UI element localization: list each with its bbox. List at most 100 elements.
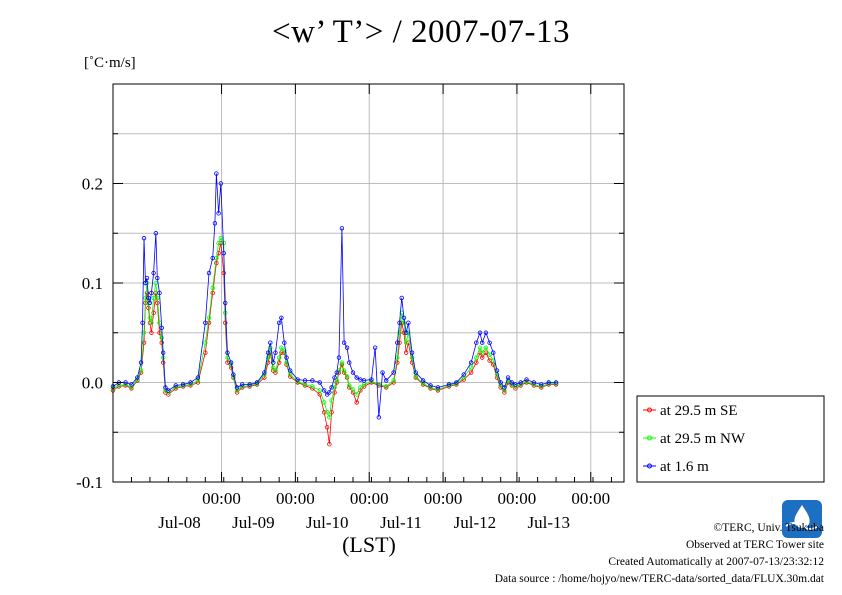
data-point xyxy=(143,295,148,301)
y-tick-label: 0.2 xyxy=(82,175,103,194)
data-point xyxy=(279,315,284,321)
data-point xyxy=(268,345,273,350)
data-point xyxy=(380,370,385,375)
chart-title: <w’ T’> / 2007-07-13 xyxy=(271,14,571,50)
data-point xyxy=(397,330,402,335)
legend-label: at 1.6 m xyxy=(660,459,709,475)
data-point xyxy=(123,380,128,385)
data-point xyxy=(195,378,201,383)
data-point xyxy=(401,320,407,325)
data-point xyxy=(502,388,507,393)
data-point xyxy=(347,383,352,388)
data-point xyxy=(334,378,339,383)
data-point xyxy=(155,295,160,301)
x-tick-date-label: Jul-12 xyxy=(454,513,497,532)
data-point xyxy=(480,355,485,360)
data-point xyxy=(302,378,308,383)
data-point xyxy=(474,360,479,365)
legend-swatch-marker xyxy=(647,463,652,469)
footer-observed: Observed at TERC Tower site xyxy=(685,539,824,551)
data-point xyxy=(403,340,409,345)
terc-logo xyxy=(782,500,822,538)
data-point xyxy=(203,340,208,345)
x-tick-time-label: 00:00 xyxy=(424,489,463,508)
data-point xyxy=(206,270,212,276)
data-point xyxy=(295,377,300,382)
data-point xyxy=(397,340,402,345)
data-point xyxy=(138,360,144,365)
data-point xyxy=(539,382,544,387)
data-point xyxy=(140,320,145,325)
footer-source: Data source : /home/hojyo/new/TERC-data/… xyxy=(494,573,824,585)
y-axis-ticks: -0.1 0.0 0.1 0.2 xyxy=(76,83,624,492)
footer-copyright: ©TERC, Univ. Tsukuba xyxy=(713,522,824,534)
data-point xyxy=(276,320,282,325)
series-line xyxy=(112,173,557,418)
data-point xyxy=(141,236,147,241)
data-point xyxy=(223,320,228,325)
data-point xyxy=(161,350,166,355)
data-point xyxy=(339,360,345,365)
data-point xyxy=(354,375,359,380)
data-point xyxy=(468,370,474,375)
data-point xyxy=(310,384,315,389)
data-point xyxy=(310,378,315,383)
data-point xyxy=(151,270,156,276)
data-point xyxy=(276,355,282,360)
data-point xyxy=(487,340,492,345)
data-point xyxy=(327,390,332,395)
x-tick-time-label: 00:00 xyxy=(350,489,389,508)
data-point xyxy=(395,360,400,365)
data-point xyxy=(206,315,212,321)
data-point xyxy=(149,290,154,296)
data-point xyxy=(234,385,240,390)
data-point xyxy=(166,388,171,393)
x-tick-time-label: 00:00 xyxy=(571,489,610,508)
data-point xyxy=(399,320,404,325)
data-point xyxy=(347,360,352,365)
data-point xyxy=(553,380,559,385)
data-point xyxy=(329,385,334,390)
x-tick-date-label: Jul-08 xyxy=(158,513,201,532)
x-tick-date-label: Jul-13 xyxy=(528,513,571,532)
data-point xyxy=(494,368,500,373)
data-point xyxy=(321,400,327,405)
data-point xyxy=(144,275,150,281)
data-point xyxy=(509,380,514,385)
y-tick-label: -0.1 xyxy=(76,473,103,492)
data-point xyxy=(420,378,426,383)
data-point xyxy=(273,368,278,373)
y-axis-unit-label: [˚C·m/s] xyxy=(84,55,136,71)
data-point xyxy=(268,340,273,345)
legend-label: at 29.5 m NW xyxy=(660,431,746,447)
data-point xyxy=(159,325,164,330)
data-point xyxy=(498,380,503,385)
data-point xyxy=(265,350,271,355)
y-tick-label: 0.0 xyxy=(82,374,103,393)
data-point xyxy=(454,380,459,385)
data-point xyxy=(327,441,332,447)
x-tick-time-label: 00:00 xyxy=(202,489,241,508)
data-point xyxy=(403,350,409,355)
data-point xyxy=(361,378,367,383)
data-point xyxy=(141,340,147,345)
data-point xyxy=(216,240,221,246)
data-point xyxy=(147,315,153,321)
data-point xyxy=(146,295,151,301)
data-point xyxy=(279,350,284,355)
data-point xyxy=(391,370,396,375)
data-point xyxy=(483,330,489,335)
data-point xyxy=(282,348,287,353)
data-point xyxy=(216,211,221,216)
y-tick-label: 0.1 xyxy=(82,274,103,293)
x-tick-date-label: Jul-09 xyxy=(232,513,275,532)
data-point xyxy=(461,375,466,380)
data-point xyxy=(163,385,168,390)
data-point xyxy=(265,355,271,360)
data-point xyxy=(155,275,160,281)
data-point xyxy=(428,383,433,388)
data-point xyxy=(468,365,474,370)
data-point xyxy=(135,375,140,380)
data-point xyxy=(173,383,178,388)
